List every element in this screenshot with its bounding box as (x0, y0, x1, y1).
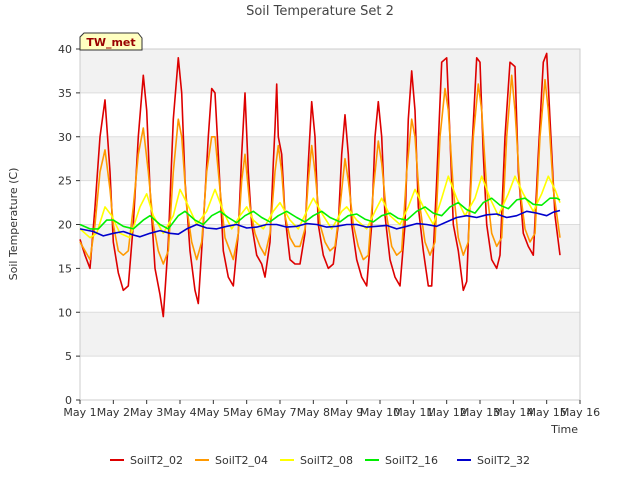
annotation-box-shape (79, 32, 143, 51)
legend: SoilT2_02 SoilT2_04 SoilT2_08 SoilT2_16 Soil… (110, 454, 530, 467)
x-tick-label: May 12 (427, 406, 467, 419)
series-line-soilt2_04 (79, 74, 561, 265)
series-line-soilt2_16 (79, 197, 561, 230)
series-line-soilt2_32 (79, 209, 561, 238)
annotation-box: TW_met (79, 32, 143, 51)
y-tick-label: 5 (65, 350, 72, 363)
legend-item: SoilT2_04 (195, 454, 268, 467)
y-tick-label: 35 (58, 87, 72, 100)
grid-band (80, 312, 580, 357)
x-tick-label: May 10 (360, 406, 400, 419)
x-tick-label: May 11 (393, 406, 433, 419)
legend-label: SoilT2_32 (477, 454, 530, 467)
series-line-soilt2_08 (79, 175, 561, 239)
legend-label: SoilT2_08 (300, 454, 353, 467)
x-tick-label: May 7 (263, 406, 296, 419)
x-tick-label: May 8 (297, 406, 330, 419)
x-tick-label: May 4 (163, 406, 196, 419)
x-tick-label: May 14 (493, 406, 533, 419)
y-tick-label: 15 (58, 262, 72, 275)
legend-label: SoilT2_04 (215, 454, 268, 467)
x-tick-label: May 16 (560, 406, 600, 419)
x-tick-label: May 13 (460, 406, 500, 419)
y-tick-label: 20 (58, 219, 72, 232)
legend-item: SoilT2_02 (110, 454, 183, 467)
y-tick-label: 40 (58, 43, 72, 56)
y-axis-ticks: 0 5 10 15 20 25 30 35 40 (58, 43, 80, 407)
x-tick-label: May 15 (527, 406, 567, 419)
y-tick-label: 30 (58, 131, 72, 144)
x-tick-label: May 3 (130, 406, 163, 419)
x-tick-label: May 9 (330, 406, 363, 419)
x-axis-ticks: May 1 May 2 May 3 May 4 May 5 May 6 May 7 May 8… (63, 400, 600, 419)
series-lines (79, 52, 561, 318)
x-tick-label: May 2 (97, 406, 130, 419)
grid-band (80, 136, 580, 181)
legend-label: SoilT2_02 (130, 454, 183, 467)
legend-item: SoilT2_16 (365, 454, 438, 467)
legend-item: SoilT2_08 (280, 454, 353, 467)
x-axis-label: Time (550, 423, 578, 436)
y-tick-label: 0 (65, 394, 72, 407)
y-tick-label: 25 (58, 175, 72, 188)
y-tick-label: 10 (58, 306, 72, 319)
legend-item: SoilT2_32 (457, 454, 530, 467)
annotation-label: TW_met (86, 36, 135, 49)
x-tick-label: May 6 (230, 406, 263, 419)
chart-title: Soil Temperature Set 2 (246, 4, 394, 19)
x-tick-label: May 5 (197, 406, 230, 419)
y-axis-label: Soil Temperature (C) (7, 168, 20, 281)
x-tick-label: May 1 (63, 406, 96, 419)
legend-label: SoilT2_16 (385, 454, 438, 467)
grid-band (80, 49, 580, 93)
